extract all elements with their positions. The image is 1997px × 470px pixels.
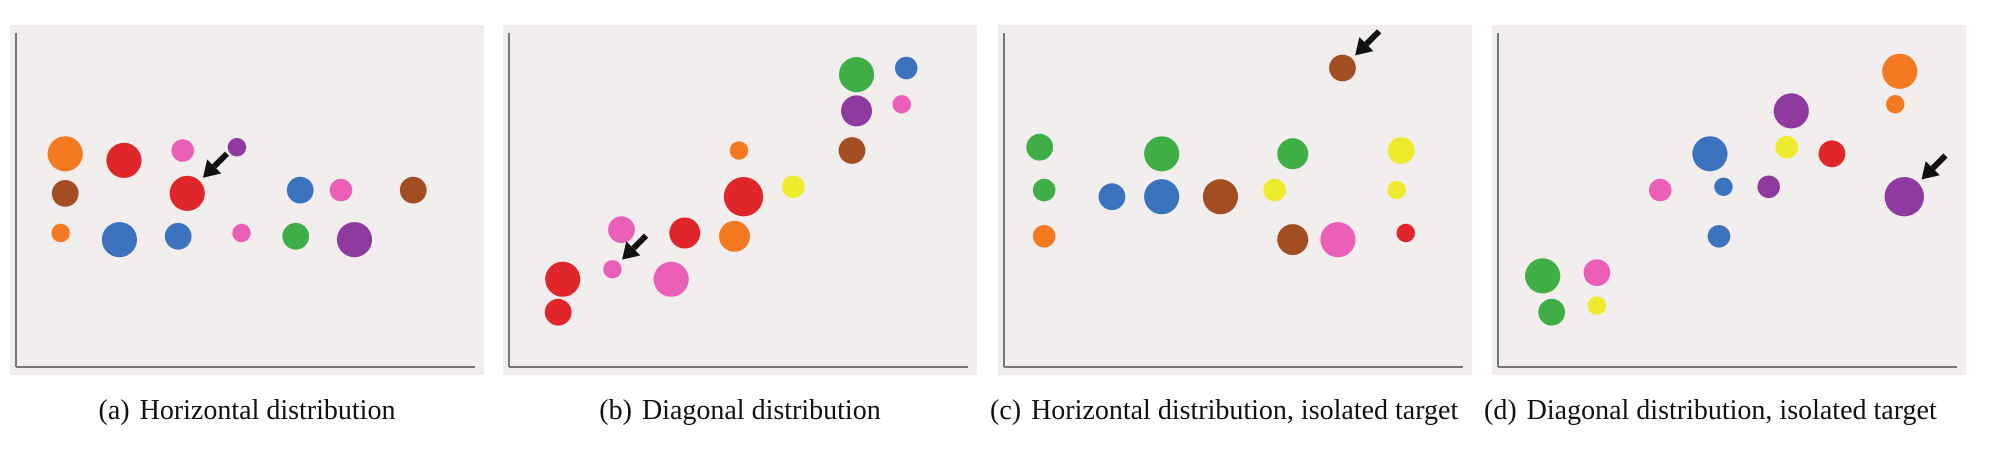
scatter-point <box>336 222 373 258</box>
scatter-point <box>1714 177 1733 196</box>
scatter-point <box>1387 137 1415 164</box>
scatter-point <box>544 298 572 326</box>
scatter-point <box>329 178 353 202</box>
caption-d: (d) Diagonal distribution, isolated targe… <box>1484 392 1968 430</box>
scatter-point <box>51 223 70 243</box>
caption-text: Horizontal distribution <box>139 395 396 426</box>
scatter-point <box>1525 258 1561 294</box>
scatter-point <box>1032 225 1056 248</box>
caption-c: (c) Horizontal distribution, isolated tar… <box>990 392 1474 430</box>
caption-text: Diagonal distribution <box>641 395 881 426</box>
scatter-point <box>781 175 805 199</box>
scatter-point <box>1202 179 1239 215</box>
caption-a: (a) Horizontal distribution <box>5 392 489 430</box>
scatter-point <box>841 95 873 127</box>
scatter-point <box>106 142 142 178</box>
scatter-point <box>723 177 764 217</box>
target-arrow-icon <box>1355 29 1382 56</box>
scatter-point <box>1775 135 1799 159</box>
scatter-point <box>894 56 918 80</box>
scatter-point <box>1032 178 1056 202</box>
caption-tag: (b) <box>599 395 632 426</box>
scatter-point <box>892 95 911 114</box>
scatter-point <box>399 176 427 204</box>
scatter-point <box>286 176 314 204</box>
scatter-point <box>1396 223 1415 243</box>
target-arrow-icon <box>622 233 649 260</box>
scatter-point <box>1387 180 1406 200</box>
scatter-point <box>282 222 310 250</box>
target-point <box>1884 177 1924 217</box>
scatter-point <box>1818 140 1846 168</box>
scatter-plot-d <box>1497 33 1957 368</box>
scatter-point <box>838 57 875 93</box>
scatter-point <box>1882 53 1918 89</box>
scatter-point <box>1026 133 1054 161</box>
scatter-point <box>1277 138 1309 170</box>
scatter-plot-b <box>508 33 968 368</box>
scatter-point <box>51 180 79 207</box>
scatter-point <box>227 138 247 157</box>
scatter-point <box>653 261 689 297</box>
scatter-point <box>1144 136 1180 172</box>
scatter-point <box>669 217 701 249</box>
scatter-point <box>1277 224 1309 256</box>
scatter-plot-c <box>1003 29 1463 368</box>
caption-text: Horizontal distribution, isolated target <box>1031 395 1459 426</box>
scatter-point <box>1648 178 1672 202</box>
target-point <box>1329 54 1356 82</box>
scatter-point <box>1320 222 1356 258</box>
scatter-point <box>1773 93 1809 129</box>
target-arrow-icon <box>202 151 230 178</box>
scatter-point <box>164 222 192 250</box>
target-point <box>603 260 622 279</box>
scatter-plot-a <box>15 33 475 368</box>
chart-panel-d <box>1492 25 1966 375</box>
caption-text: Diagonal distribution, isolated target <box>1526 395 1937 426</box>
scatter-point <box>1263 178 1286 202</box>
scatter-point <box>101 222 138 258</box>
scatter-point <box>1707 225 1731 248</box>
chart-panel-c <box>998 25 1472 375</box>
caption-b: (b) Diagonal distribution <box>498 392 982 430</box>
scatter-point <box>232 223 251 243</box>
scatter-point <box>545 261 581 297</box>
scatter-point <box>1886 95 1905 114</box>
target-point <box>169 175 205 211</box>
scatter-point <box>608 216 635 244</box>
scatter-point <box>1692 136 1728 172</box>
scatter-point <box>1587 296 1607 315</box>
scatter-point <box>1757 175 1780 199</box>
scatter-point <box>1538 298 1566 326</box>
target-arrow-icon <box>1921 153 1948 180</box>
scatter-point <box>718 220 750 252</box>
chart-panel-b <box>503 25 977 375</box>
chart-panel-a <box>10 25 484 375</box>
scatter-point <box>1583 259 1611 286</box>
caption-tag: (d) <box>1484 395 1517 426</box>
scatter-point <box>1098 183 1126 211</box>
scatter-point <box>171 139 195 162</box>
scatter-point <box>1144 179 1180 215</box>
scatter-point <box>729 141 749 160</box>
caption-tag: (c) <box>990 395 1022 426</box>
caption-tag: (a) <box>98 395 130 426</box>
scatter-point <box>47 136 83 172</box>
scatter-point <box>838 137 866 164</box>
